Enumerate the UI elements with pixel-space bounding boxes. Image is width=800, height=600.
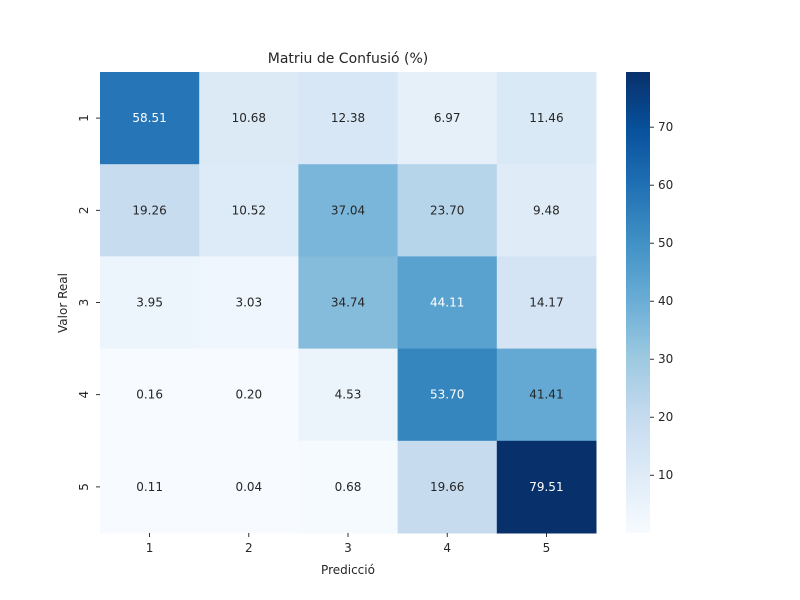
y-tick-label: 2 [77,206,91,214]
heatmap-cell [100,256,200,350]
heatmap-cell [397,256,498,350]
cell-label: 37.04 [331,203,365,217]
heatmap-cell [397,440,498,534]
heatmap-cell [100,72,200,165]
heatmap-cell [199,164,299,257]
cell-label: 0.04 [235,480,262,494]
y-tick-label: 3 [77,299,91,307]
x-tick-label: 1 [146,541,154,555]
y-axis: 1 2 3 4 5 [77,114,100,491]
cell-label: 34.74 [331,296,365,310]
heatmap-cell [496,348,597,442]
heatmap-cell [298,164,399,257]
heatmap-cell [100,440,200,534]
cell-label: 19.26 [132,203,166,217]
cell-label: 12.38 [331,111,365,125]
cell-label: 10.68 [232,111,266,125]
cell-label: 10.52 [232,203,266,217]
cell-label: 3.95 [136,296,163,310]
heatmap-cell [496,164,597,257]
colorbar-ticks: 10 20 30 40 50 60 70 [650,120,673,482]
cell-label: 79.51 [529,480,563,494]
heatmap-cells: 58.51 10.68 12.38 6.97 11.46 19.26 10.52 37.04 2… [100,72,597,534]
cell-label: 11.46 [529,111,563,125]
y-tick-label: 4 [77,391,91,399]
heatmap-cell [496,72,597,165]
cell-label: 58.51 [132,111,166,125]
heatmap-cell [397,164,498,257]
heatmap-cell [298,440,399,534]
cell-label: 9.48 [533,203,560,217]
heatmap-cell [496,256,597,350]
chart-title: Matriu de Confusió (%) [268,51,429,67]
y-tick-label: 1 [77,114,91,122]
heatmap-cell [397,72,498,165]
colorbar-tick-label: 70 [658,120,673,134]
heatmap-cell [100,348,200,442]
cell-label: 0.68 [335,480,362,494]
cell-label: 14.17 [529,296,563,310]
cell-label: 44.11 [430,296,464,310]
x-axis-label: Predicció [321,563,375,577]
heatmap-cell [199,348,299,442]
x-tick-label: 4 [443,541,451,555]
heatmap-cell [199,440,299,534]
y-axis-label: Valor Real [56,273,70,333]
x-axis: 1 2 3 4 5 [146,533,550,555]
cell-label: 0.16 [136,388,163,402]
colorbar-tick-label: 30 [658,352,673,366]
heatmap-cell [397,348,498,442]
colorbar-tick-label: 10 [658,468,673,482]
heatmap-cell [496,440,597,534]
y-tick-label: 5 [77,483,91,491]
colorbar-tick-label: 50 [658,236,673,250]
cell-label: 0.11 [136,480,163,494]
cell-label: 41.41 [529,388,563,402]
x-tick-label: 2 [245,541,253,555]
cell-label: 53.70 [430,388,464,402]
colorbar-tick-label: 60 [658,178,673,192]
cell-label: 3.03 [235,296,262,310]
colorbar [626,72,650,533]
heatmap-cell [100,164,200,257]
x-tick-label: 3 [344,541,352,555]
x-tick-label: 5 [543,541,551,555]
colorbar-tick-label: 20 [658,410,673,424]
cell-label: 4.53 [335,388,362,402]
colorbar-tick-label: 40 [658,294,673,308]
cell-label: 23.70 [430,203,464,217]
cell-label: 19.66 [430,480,464,494]
cell-label: 6.97 [434,111,461,125]
cell-label: 0.20 [235,388,262,402]
heatmap-cell [199,256,299,350]
heatmap-cell [298,256,399,350]
heatmap-cell [298,348,399,442]
heatmap-cell [199,72,299,165]
heatmap-cell [298,72,399,165]
